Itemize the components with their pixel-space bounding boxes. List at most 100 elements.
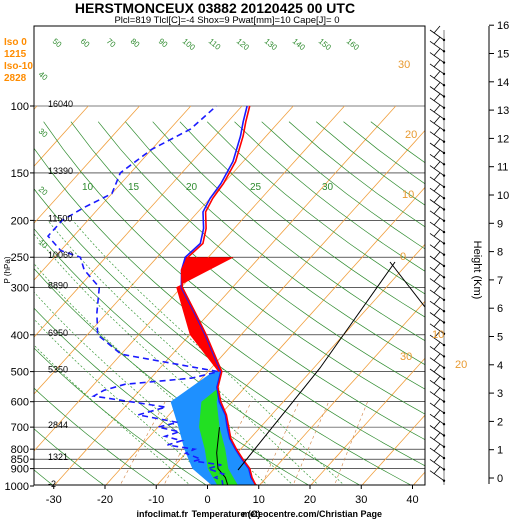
y-tick-label: 850 <box>11 454 29 466</box>
iso0-label: Iso 0 <box>4 37 27 48</box>
wind-barbs <box>429 25 446 485</box>
wind-barb-flag <box>433 104 441 113</box>
hodograph-ring-label: 20 <box>455 359 467 371</box>
sounding-profiles <box>46 105 257 485</box>
mixing-ratio-line <box>119 401 166 485</box>
mixing-ratio-line <box>261 401 300 485</box>
wind-barb-flag <box>433 285 441 294</box>
adiabat-label: 10 <box>82 182 94 193</box>
hodograph-frame <box>389 261 425 308</box>
hodograph <box>237 261 425 471</box>
y-tick-label: 600 <box>11 397 29 409</box>
wind-barb-flag <box>433 251 441 260</box>
moist-adiabat <box>34 344 191 485</box>
y-tick-label: 500 <box>11 367 29 379</box>
km-tick-label: 13 <box>497 105 509 117</box>
isotherm <box>34 105 294 395</box>
mixing-ratio-line <box>163 401 207 485</box>
series-line-0 <box>180 105 257 485</box>
height-label: -2 <box>48 479 56 489</box>
theta-label: 110 <box>207 37 223 52</box>
wind-barb-flag <box>433 229 441 237</box>
wind-barb-flag <box>433 308 441 316</box>
wind-barb <box>429 199 445 210</box>
wind-barb-flag <box>433 421 441 429</box>
wind-barb-flag <box>433 330 441 339</box>
y-axis-label: P (hPa) <box>3 256 12 283</box>
wind-barb-flag <box>433 138 441 147</box>
wind-barb-flag <box>433 37 441 45</box>
wind-barb-flag <box>433 443 441 452</box>
wind-barb-flag <box>433 93 441 102</box>
km-tick-label: 6 <box>497 303 503 315</box>
wind-barb <box>429 459 445 470</box>
dry-adiabat <box>34 387 156 485</box>
wind-barb <box>429 210 445 222</box>
dry-adiabat <box>206 121 425 295</box>
moist-adiabat <box>34 291 243 485</box>
isotherm <box>259 300 425 485</box>
km-tick-label: 11 <box>497 162 508 174</box>
wind-barb-flag <box>433 116 441 124</box>
y-tick-label: 250 <box>11 252 29 264</box>
theta-label: 130 <box>263 37 279 53</box>
isotherm <box>34 105 38 110</box>
dry-adiabat <box>34 428 105 485</box>
dry-adiabat <box>125 121 425 366</box>
km-tick-label: 8 <box>497 247 503 259</box>
wind-barb <box>429 233 445 244</box>
wind-barb-flag <box>433 376 441 384</box>
wind-barb <box>429 86 445 97</box>
y-tick-label: 1000 <box>5 481 29 493</box>
wind-barb <box>429 221 445 233</box>
credit-right: meteocentre.com/Christian Page <box>242 509 382 519</box>
theta-label: 100 <box>181 37 197 53</box>
adiabat-label: 30 <box>322 182 334 193</box>
wind-barb <box>429 413 445 425</box>
wind-barb <box>429 368 445 380</box>
theta-label: 140 <box>291 37 307 53</box>
wind-barb-flag <box>433 82 441 90</box>
height-label: 11500 <box>48 213 72 223</box>
theta-label: 90 <box>157 37 170 50</box>
wind-barb-flag <box>433 455 441 463</box>
km-tick-label: 2 <box>497 416 503 428</box>
wind-barb-flag <box>433 217 441 226</box>
theta-label: 60 <box>79 37 92 50</box>
wind-barb <box>429 40 445 52</box>
wind-barb <box>429 323 445 335</box>
wind-barb-flag <box>433 387 441 395</box>
wind-barb <box>429 470 445 482</box>
wind-barb <box>429 29 445 41</box>
moist-adiabat <box>72 220 345 485</box>
wind-barb-flag <box>433 206 441 215</box>
x-tick-label: -20 <box>97 494 113 506</box>
overlay-labels: 3020100102030160401339011500100608890695… <box>37 37 468 489</box>
dry-adiabat <box>97 121 425 390</box>
height-label: 8890 <box>48 280 68 290</box>
y-tick-label: 400 <box>11 330 29 342</box>
km-tick-label: 4 <box>497 360 503 372</box>
iso10-label: Iso-10 <box>4 61 33 72</box>
wind-barb-flag <box>433 161 441 169</box>
hodograph-ring-label: 10 <box>432 329 444 341</box>
dry-adiabat <box>34 147 425 467</box>
isotherm <box>105 129 425 485</box>
wind-barb <box>429 402 445 414</box>
wind-barb-flag <box>433 319 441 328</box>
wind-barb <box>429 52 445 63</box>
km-tick-label: 12 <box>497 133 509 145</box>
hodograph-trace <box>237 261 396 471</box>
km-tick-label: 1 <box>497 445 503 457</box>
wind-barb-flag <box>433 183 441 192</box>
x-tick-label: 40 <box>406 494 418 506</box>
dry-adiabat <box>152 121 425 342</box>
wind-barb <box>429 244 445 256</box>
wind-barb <box>429 312 445 323</box>
wind-barb <box>429 436 445 448</box>
hodograph-ring-label: 30 <box>398 59 410 71</box>
iso10-value: 2828 <box>4 73 27 84</box>
height-label: 13390 <box>48 166 73 176</box>
dry-adiabat <box>34 267 310 485</box>
